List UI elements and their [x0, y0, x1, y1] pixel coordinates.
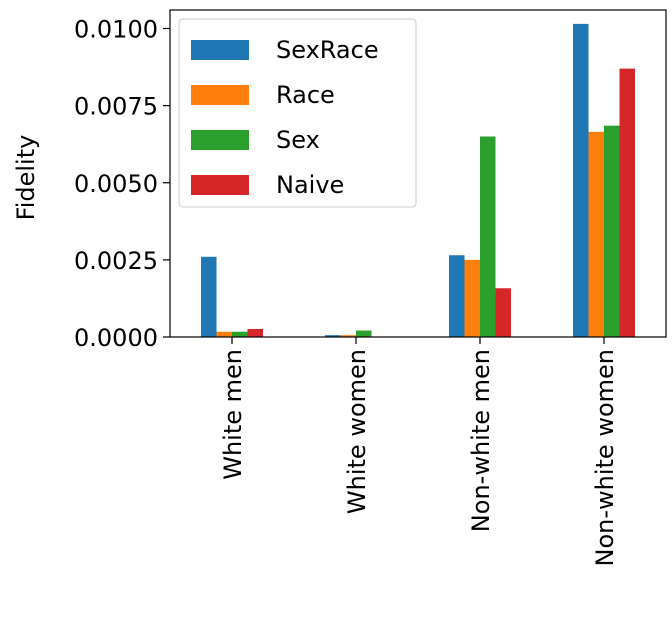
x-tick-label: Non-white men — [467, 349, 495, 532]
bar-sexrace-2 — [449, 255, 465, 337]
bar-sexrace-0 — [201, 256, 217, 337]
x-tick-label: White men — [219, 349, 247, 480]
legend-swatch-naive — [191, 175, 249, 195]
bar-naive-0 — [247, 328, 263, 337]
y-tick-label: 0.0100 — [74, 16, 158, 44]
bar-sex-1 — [356, 330, 372, 337]
legend-swatch-sexrace — [191, 40, 249, 60]
plot-frame — [169, 9, 667, 338]
legend-label-race: Race — [276, 81, 335, 109]
bars-layer — [201, 23, 635, 338]
bar-sex-0 — [232, 331, 248, 337]
bar-sex-3 — [604, 125, 620, 338]
legend-box — [178, 18, 417, 208]
y-tick-label: 0.0075 — [74, 93, 158, 121]
x-tick-label: White women — [343, 349, 371, 514]
x-axis: White men White women Non-white men Non-whi… — [219, 337, 619, 567]
bar-naive-2 — [495, 288, 511, 337]
bar-race-1 — [340, 335, 356, 337]
bar-sexrace-1 — [325, 335, 341, 337]
legend-label-sexrace: SexRace — [276, 36, 379, 64]
bar-sex-2 — [480, 136, 496, 337]
y-axis: 0.0000 0.0025 0.0050 0.0075 0.0100 — [74, 16, 170, 352]
legend-swatch-sex — [191, 130, 249, 150]
y-axis-label: Fidelity — [12, 135, 40, 221]
legend-label-sex: Sex — [276, 126, 320, 154]
legend-swatch-race — [191, 85, 249, 105]
legend-label-naive: Naive — [276, 171, 344, 199]
bar-sexrace-3 — [573, 23, 589, 337]
legend: SexRace Race Sex Naive — [178, 18, 417, 208]
bar-race-2 — [464, 259, 480, 337]
x-tick-label: Non-white women — [591, 349, 619, 567]
bar-naive-3 — [619, 68, 635, 338]
bar-race-0 — [216, 331, 232, 337]
bar-race-3 — [588, 131, 604, 337]
y-tick-label: 0.0025 — [74, 247, 158, 275]
y-tick-label: 0.0000 — [74, 324, 158, 352]
y-tick-label: 0.0050 — [74, 170, 158, 198]
